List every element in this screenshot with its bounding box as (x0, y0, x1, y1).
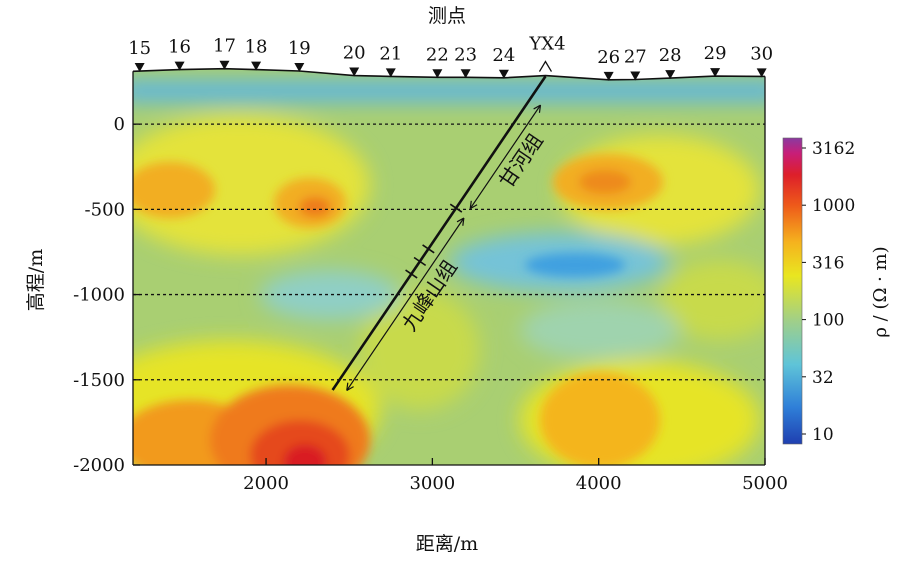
station-marker (294, 62, 305, 72)
station-label: 28 (659, 45, 682, 66)
contact-tick (413, 256, 427, 267)
station-marker (630, 71, 641, 81)
jiufengshan-arrow (346, 217, 465, 391)
station-marker (134, 63, 145, 73)
station-label: 22 (426, 44, 449, 65)
station-label: 24 (492, 45, 515, 66)
y-tick-label: -1500 (73, 370, 125, 391)
contact-tick (405, 269, 418, 279)
station-marker (710, 68, 721, 78)
station-marker (349, 67, 360, 77)
y-tick-label: -2000 (73, 455, 125, 476)
station-label: 17 (213, 36, 236, 57)
station-label: 19 (288, 38, 311, 59)
x-axis-label: 距离/m (416, 533, 478, 555)
x-axis-ticks: 2000 3000 4000 5000 (243, 458, 788, 494)
colorbar-gradient (782, 137, 803, 445)
contact-tick (422, 244, 435, 254)
jiufengshan-arrow-head (456, 217, 465, 226)
colorbar-tick-label: 100 (812, 311, 844, 331)
contact-tick (449, 203, 463, 213)
station-marker (498, 69, 509, 79)
station-marker (432, 69, 443, 79)
ganhe-arrow (469, 104, 541, 209)
plot-frame (132, 71, 766, 466)
jiufengshan-arrow-head (346, 382, 354, 392)
x-tick-label: 2000 (243, 473, 289, 494)
station-marker (460, 69, 471, 79)
borehole-trace (331, 75, 547, 391)
y-axis-ticks: 0 -500 -1000 -1500 -2000 (73, 114, 140, 476)
ganhe-arrow-head (469, 200, 478, 210)
station-marker (603, 71, 614, 81)
station-marker (174, 61, 185, 71)
chart-title: 测点 (428, 5, 466, 27)
x-tick-label: 5000 (742, 473, 788, 494)
station-label: 15 (128, 38, 151, 59)
y-tick-label: 0 (114, 114, 125, 135)
x-tick-label: 3000 (409, 473, 455, 494)
station-label: 26 (597, 47, 620, 68)
station-marker (251, 61, 262, 71)
station-label: 21 (379, 43, 402, 64)
colorbar-tick-label: 1000 (812, 196, 855, 216)
topography-line (132, 67, 766, 81)
station-marker (219, 60, 230, 70)
x-tick-label: 4000 (576, 473, 622, 494)
station-label: 23 (454, 44, 477, 65)
colorbar-tick-label: 10 (812, 425, 834, 445)
colorbar-label: ρ / (Ω · m) (870, 246, 891, 337)
station-label: 16 (168, 37, 191, 58)
borehole-label: YX4 (528, 34, 565, 55)
station-label: 27 (624, 46, 647, 67)
station-marker (665, 70, 676, 80)
ganhe-arrow-head (533, 104, 542, 113)
station-label: 20 (343, 43, 366, 64)
station-label: 29 (704, 43, 727, 64)
y-axis-label: 高程/m (25, 249, 47, 311)
station-markers: 15 16 17 18 19 20 21 22 23 24 26 27 28 29 30 YX4 (128, 34, 773, 81)
y-tick-label: -1000 (73, 285, 125, 306)
colorbar-tick-label: 316 (812, 253, 844, 273)
station-label: 30 (750, 43, 773, 64)
y-tick-label: -500 (85, 199, 125, 220)
station-marker (385, 68, 396, 78)
colorbar-tick-label: 3162 (812, 139, 855, 159)
borehole-marker (538, 60, 553, 72)
colorbar-tick-label: 32 (812, 368, 834, 388)
colorbar: 3162 1000 316 100 32 10 ρ / (Ω · m) (782, 137, 891, 445)
station-label: 18 (245, 37, 268, 58)
station-marker (756, 68, 767, 78)
